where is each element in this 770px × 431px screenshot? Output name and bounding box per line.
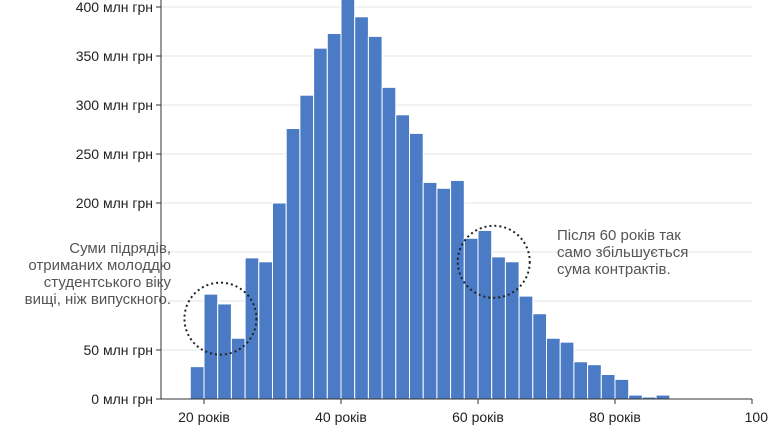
- bar: [614, 378, 630, 400]
- bar: [272, 202, 287, 400]
- x-tick-label: 80 років: [589, 409, 641, 425]
- x-tick-label: 40 років: [315, 409, 367, 425]
- y-tick-label: 350 млн грн: [76, 48, 153, 64]
- bar: [354, 16, 369, 400]
- bar: [655, 394, 671, 400]
- bar: [381, 86, 397, 400]
- bar: [573, 361, 589, 400]
- bar: [600, 374, 616, 400]
- annotation-after-60: Після 60 років так само збільшується сум…: [557, 227, 689, 278]
- bar: [463, 237, 479, 400]
- bars: [176, 0, 671, 400]
- bar: [491, 256, 506, 400]
- x-tick-label: 60 років: [452, 409, 504, 425]
- bar: [532, 313, 547, 400]
- y-tick-label: 200 млн грн: [76, 195, 153, 211]
- bar: [518, 295, 534, 400]
- annotation-young-age: Суми підрядів, отриманих молоддю студент…: [24, 240, 171, 308]
- bar: [258, 261, 273, 400]
- bar: [477, 229, 493, 400]
- bar: [587, 364, 602, 400]
- bar: [189, 366, 205, 400]
- circle-young-age: [183, 281, 258, 356]
- x-tick-label: 100: [745, 409, 769, 425]
- bar: [409, 132, 424, 400]
- y-tick-label: 400 млн грн: [76, 0, 153, 15]
- bar: [217, 303, 232, 400]
- bar: [299, 94, 315, 400]
- bar: [326, 32, 342, 400]
- bar: [340, 0, 356, 400]
- bar: [422, 181, 438, 400]
- bar: [285, 128, 301, 400]
- y-tick-label: 250 млн грн: [76, 146, 153, 162]
- bar: [436, 187, 452, 400]
- bar: [450, 179, 465, 400]
- axes: 0 млн грн 50 млн грн 200 млн грн 250 млн гр…: [76, 0, 769, 425]
- bar: [367, 35, 383, 400]
- bar: [230, 337, 246, 400]
- bar: [628, 394, 643, 400]
- y-tick-label: 0 млн грн: [91, 391, 153, 407]
- bar: [546, 337, 561, 400]
- y-tick-label: 300 млн грн: [76, 97, 153, 113]
- bar: [504, 261, 520, 400]
- bar: [395, 114, 410, 400]
- circle-after-60: [456, 224, 531, 299]
- annotation-circles: [183, 224, 531, 356]
- bar: [313, 47, 328, 400]
- bar: [559, 341, 575, 400]
- x-tick-label: 20 років: [178, 409, 230, 425]
- y-tick-label: 50 млн грн: [83, 342, 153, 358]
- bar: [244, 257, 260, 400]
- bar: [203, 293, 219, 400]
